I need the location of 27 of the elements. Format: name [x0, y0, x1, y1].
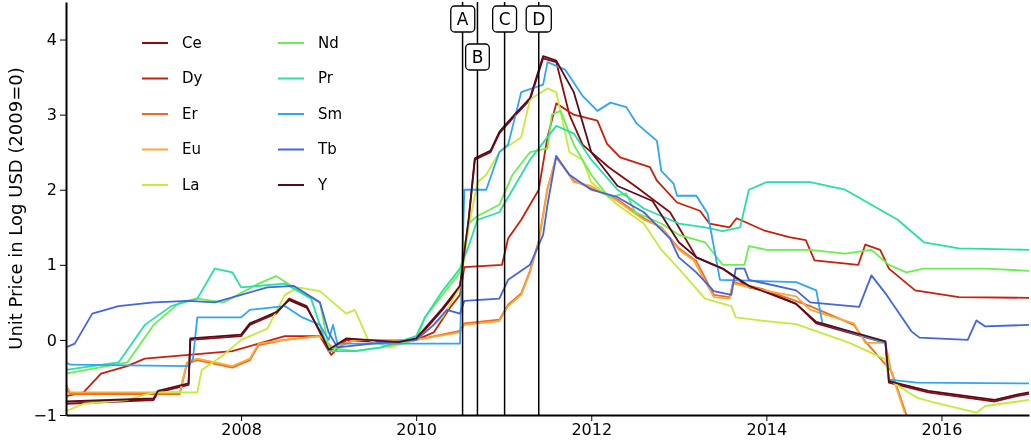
ref-line-label: B — [471, 47, 484, 67]
legend-label: Dy — [182, 69, 203, 87]
legend-label: Eu — [182, 140, 201, 158]
y-tick-label: 0 — [46, 330, 57, 350]
legend-label: Pr — [318, 69, 334, 87]
y-tick-label: 4 — [46, 30, 57, 50]
ref-line-label: A — [456, 9, 469, 29]
x-tick-label: 2016 — [921, 420, 963, 440]
legend-label: Y — [317, 175, 328, 194]
legend-label: Sm — [318, 104, 343, 123]
ref-line-label: D — [532, 9, 546, 29]
x-tick-label: 2008 — [221, 420, 262, 440]
legend-label: Er — [182, 104, 199, 123]
y-axis-title: Unit Price in Log USD (2009=0) — [5, 67, 26, 350]
legend-label: Ce — [182, 33, 202, 52]
legend-label: La — [182, 175, 200, 194]
legend-label: Tb — [317, 140, 337, 158]
line-series — [65, 155, 1030, 349]
y-tick-label: 3 — [46, 105, 57, 125]
ref-line-label: C — [498, 9, 511, 29]
y-tick-label: 2 — [46, 180, 57, 200]
y-tick-label: 1 — [46, 255, 57, 275]
x-tick-label: 2014 — [746, 420, 788, 440]
legend-label: Nd — [318, 33, 339, 52]
x-tick-label: 2012 — [571, 420, 613, 440]
x-tick-label: 2010 — [396, 420, 438, 440]
y-tick-label: −1 — [33, 405, 57, 425]
